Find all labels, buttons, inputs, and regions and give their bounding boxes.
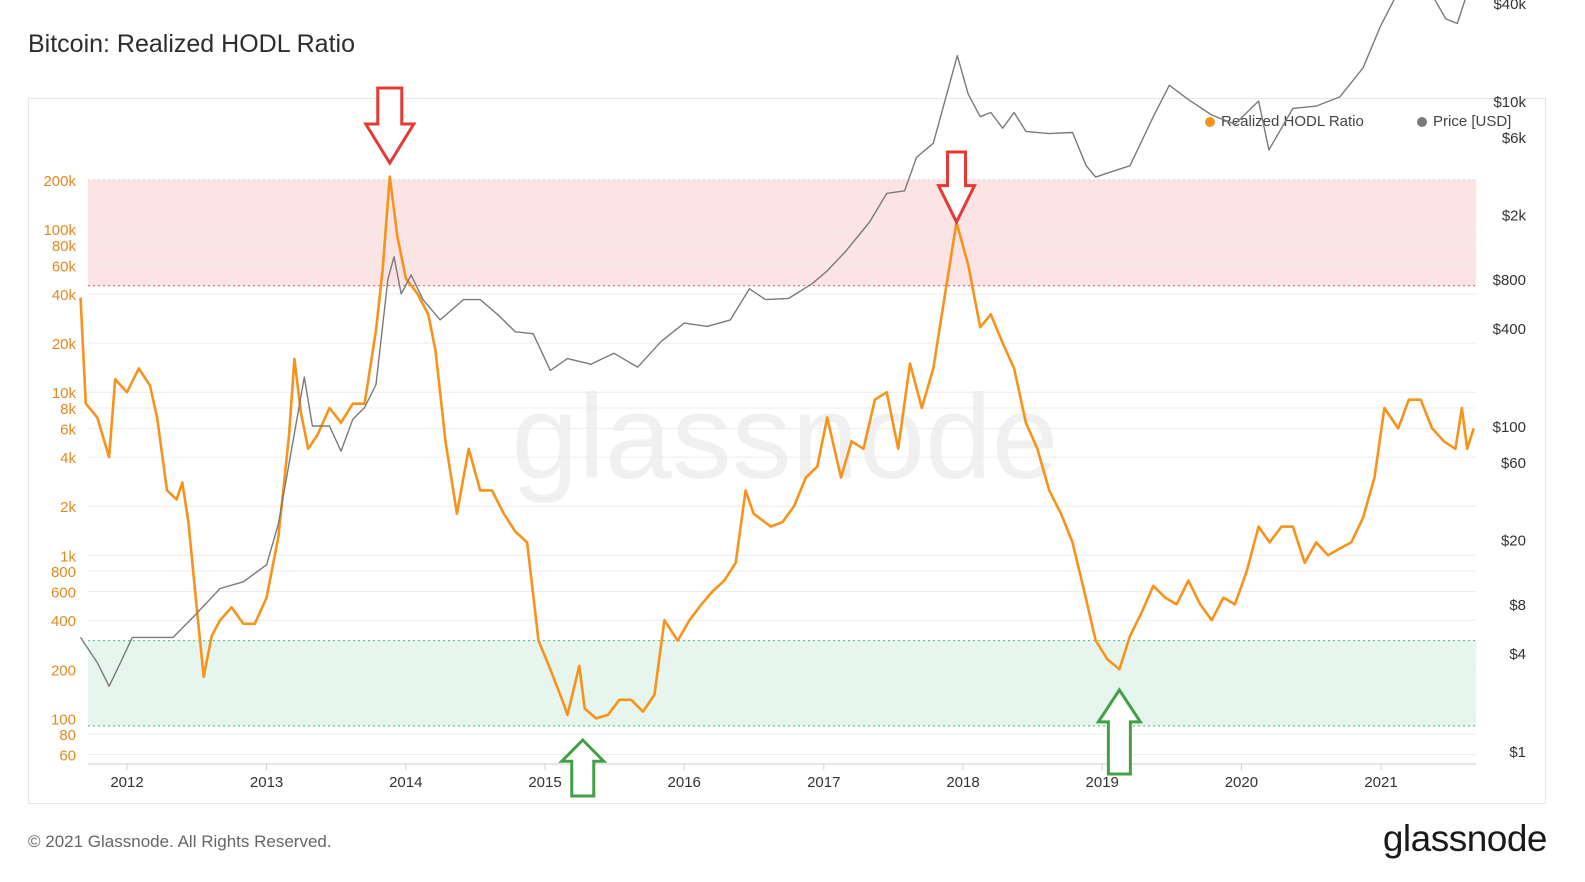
left-tick-label: 10k [52, 385, 77, 402]
left-tick-label: 2k [60, 499, 76, 516]
copyright-text: © 2021 Glassnode. All Rights Reserved. [28, 832, 332, 851]
legend-item-hodl[interactable]: Realized HODL Ratio [1205, 113, 1364, 130]
x-tick-label: 2015 [528, 774, 561, 791]
legend-dot-price-icon [1417, 116, 1427, 127]
left-tick-label: 4k [60, 450, 76, 467]
page-title: Bitcoin: Realized HODL Ratio [28, 30, 355, 58]
right-tick-label: $4 [1509, 646, 1526, 663]
series-line-price [79, 0, 1466, 687]
left-tick-label: 200 [51, 662, 76, 679]
right-tick-label: $6k [1502, 130, 1527, 147]
x-tick-label: 2018 [946, 774, 979, 791]
left-tick-label: 6k [60, 421, 76, 438]
right-tick-label: $60 [1501, 455, 1526, 472]
band-bottom-zone [88, 640, 1476, 726]
band-top-zone [88, 180, 1476, 286]
x-tick-label: 2021 [1364, 774, 1397, 791]
series-line-hodl-ratio [79, 175, 1475, 720]
left-tick-label: 80k [52, 238, 77, 255]
x-tick-label: 2017 [807, 774, 840, 791]
arrow-down-annotation-icon [363, 86, 417, 166]
right-tick-label: $400 [1493, 321, 1526, 338]
right-tick-label: $10k [1493, 94, 1526, 111]
x-tick-label: 2014 [389, 774, 422, 791]
left-tick-label: 40k [52, 287, 77, 304]
x-tick-label: 2020 [1225, 774, 1258, 791]
left-tick-label: 400 [51, 613, 76, 630]
right-tick-label: $20 [1501, 533, 1526, 550]
left-tick-label: 20k [52, 336, 77, 353]
legend-label-price: Price [USD] [1433, 113, 1512, 130]
left-tick-label: 100 [51, 711, 76, 728]
arrow-up-annotation-icon [1095, 687, 1144, 776]
left-tick-label: 60k [52, 258, 77, 275]
legend-label-hodl: Realized HODL Ratio [1221, 113, 1364, 130]
left-tick-label: 8k [60, 401, 76, 418]
left-tick-label: 1k [60, 548, 76, 565]
left-tick-label: 100k [43, 222, 76, 239]
left-tick-label: 600 [51, 584, 76, 601]
legend-item-price[interactable]: Price [USD] [1417, 113, 1511, 130]
right-tick-label: $800 [1493, 272, 1526, 289]
right-tick-label: $100 [1493, 419, 1526, 436]
right-tick-label: $1 [1509, 744, 1526, 761]
x-tick-label: 2016 [668, 774, 701, 791]
right-tick-label: $2k [1502, 208, 1527, 225]
left-tick-label: 80 [59, 727, 76, 744]
left-tick-label: 60 [59, 748, 76, 765]
x-tick-label: 2019 [1086, 774, 1119, 791]
left-tick-label: 800 [51, 564, 76, 581]
arrow-up-annotation-icon [558, 737, 608, 798]
legend-dot-hodl-icon [1205, 116, 1215, 127]
brand-logo: glassnode [1382, 818, 1548, 859]
x-tick-label: 2013 [250, 774, 283, 791]
right-tick-label: $8 [1509, 597, 1526, 614]
watermark-text: glassnode [511, 370, 1058, 504]
chart-panel [28, 98, 1546, 804]
x-tick-label: 2012 [110, 774, 143, 791]
right-tick-label: $40k [1493, 0, 1526, 13]
arrow-down-annotation-icon [936, 150, 977, 226]
left-tick-label: 200k [43, 173, 76, 190]
